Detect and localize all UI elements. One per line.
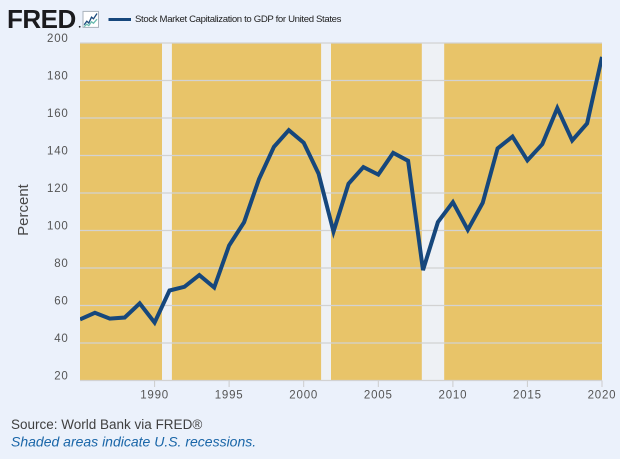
svg-text:100: 100 bbox=[47, 221, 69, 233]
svg-text:2010: 2010 bbox=[439, 390, 468, 402]
svg-text:80: 80 bbox=[54, 258, 68, 270]
svg-text:Source: World Bank via FRED®: Source: World Bank via FRED® bbox=[11, 417, 202, 432]
svg-text:140: 140 bbox=[47, 146, 69, 158]
svg-text:2000: 2000 bbox=[289, 390, 318, 402]
svg-text:Percent: Percent bbox=[15, 183, 32, 236]
svg-text:Shaded areas indicate U.S. rec: Shaded areas indicate U.S. recessions. bbox=[11, 434, 256, 450]
svg-text:Stock Market Capitalization to: Stock Market Capitalization to GDP for U… bbox=[135, 14, 342, 25]
svg-text:20: 20 bbox=[54, 371, 68, 383]
svg-text:160: 160 bbox=[47, 108, 69, 120]
svg-text:180: 180 bbox=[47, 71, 69, 83]
svg-text:1990: 1990 bbox=[140, 390, 169, 402]
svg-text:FRED: FRED bbox=[7, 4, 76, 34]
svg-text:2015: 2015 bbox=[513, 390, 542, 402]
svg-text:120: 120 bbox=[47, 183, 69, 195]
svg-text:1995: 1995 bbox=[215, 390, 244, 402]
svg-text:60: 60 bbox=[54, 296, 68, 308]
svg-text:200: 200 bbox=[47, 33, 69, 45]
svg-text:40: 40 bbox=[54, 333, 68, 345]
svg-text:2020: 2020 bbox=[588, 390, 617, 402]
svg-text:2005: 2005 bbox=[364, 390, 393, 402]
